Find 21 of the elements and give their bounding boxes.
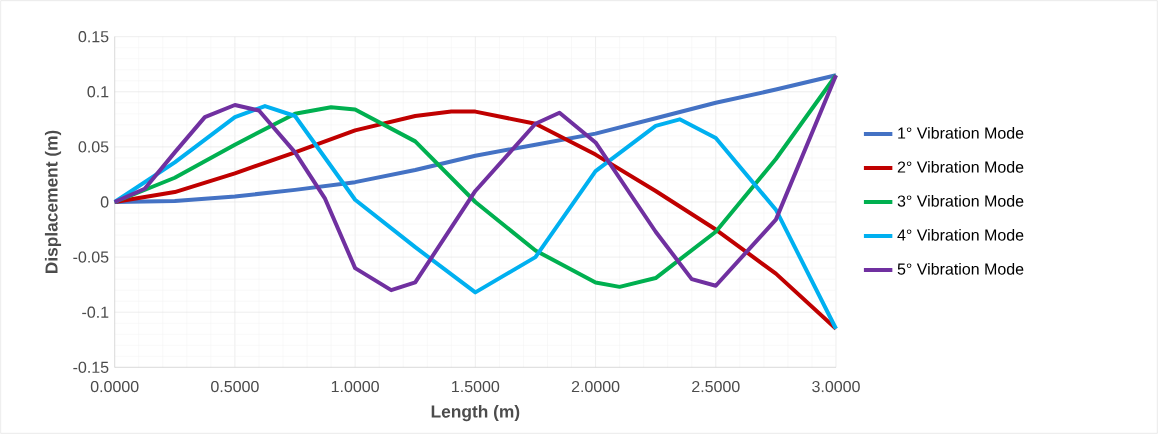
x-tick-label: 1.5000 <box>452 380 500 393</box>
legend-label: 2° Vibration Mode <box>897 161 1024 173</box>
y-tick-label: 0.1 <box>87 86 109 98</box>
y-tick-label: -0.15 <box>73 361 109 373</box>
legend-label: 5° Vibration Mode <box>897 262 1024 275</box>
x-tick-label: 1.0000 <box>331 380 379 393</box>
legend-label: 3° Vibration Mode <box>897 195 1024 207</box>
y-tick-label: 0.15 <box>78 31 109 43</box>
y-tick-label: -0.05 <box>73 251 109 263</box>
y-tick-label: -0.1 <box>82 306 109 318</box>
x-tick-label: 0.5000 <box>211 380 259 393</box>
y-tick-label: 0 <box>100 196 109 208</box>
x-tick-label: 3.0000 <box>812 380 860 393</box>
legend-label: 4° Vibration Mode <box>897 229 1024 241</box>
x-tick-label: 2.0000 <box>571 380 620 393</box>
x-tick-label: 0.0000 <box>90 380 139 393</box>
y-tick-label: 0.05 <box>78 141 109 153</box>
y-axis-title: Displacement (m) <box>44 130 62 274</box>
x-axis-title: Length (m) <box>431 404 520 422</box>
x-tick-label: 2.5000 <box>692 380 740 393</box>
legend-label: 1° Vibration Mode <box>898 127 1024 139</box>
